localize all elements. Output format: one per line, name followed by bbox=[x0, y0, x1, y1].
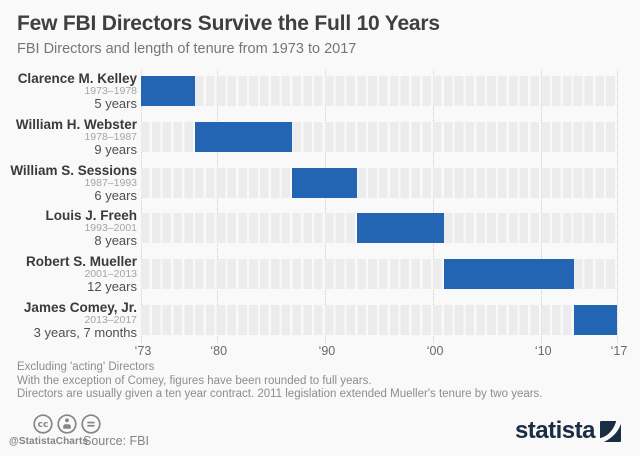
year-track bbox=[141, 76, 617, 106]
statista-logo: statista bbox=[515, 419, 621, 443]
tenure-bar bbox=[195, 121, 293, 152]
gridline bbox=[141, 70, 142, 343]
director-name: William H. Webster bbox=[15, 116, 137, 132]
director-label: James Comey, Jr. 2013–2017 3 years, 7 mo… bbox=[0, 300, 137, 341]
year-track bbox=[141, 305, 617, 335]
director-term: 1978–1987 bbox=[84, 130, 137, 143]
statista-logo-mark bbox=[600, 420, 621, 442]
statista-handle: @StatistaCharts bbox=[9, 436, 89, 447]
director-term: 1973–1978 bbox=[84, 84, 137, 97]
director-row: Robert S. Mueller 2001–2013 12 years bbox=[0, 254, 640, 293]
x-axis-tick: ‘80 bbox=[210, 344, 228, 358]
director-term: 1987–1993 bbox=[84, 176, 137, 189]
director-label: Louis J. Freeh 1993–2001 8 years bbox=[0, 208, 137, 249]
x-axis-tick: ‘10 bbox=[534, 344, 552, 358]
cc-nd-icon bbox=[81, 414, 101, 434]
chart-subtitle: FBI Directors and length of tenure from … bbox=[17, 41, 357, 57]
chart-title: Few FBI Directors Survive the Full 10 Ye… bbox=[17, 12, 440, 35]
director-term: 1993–2001 bbox=[84, 222, 137, 235]
year-track bbox=[141, 213, 617, 244]
director-name: James Comey, Jr. bbox=[23, 299, 137, 315]
director-row: James Comey, Jr. 2013–2017 3 years, 7 mo… bbox=[0, 300, 640, 339]
x-axis-tick: ‘00 bbox=[426, 344, 444, 358]
svg-text:cc: cc bbox=[38, 420, 49, 430]
director-duration: 9 years bbox=[94, 141, 137, 157]
x-axis-tick: ‘73 bbox=[134, 344, 152, 358]
gridline bbox=[216, 70, 218, 343]
gridline bbox=[617, 70, 618, 343]
director-duration: 12 years bbox=[87, 278, 137, 294]
cc-by-icon bbox=[57, 414, 77, 434]
x-axis-tick: ‘90 bbox=[318, 344, 336, 358]
year-track bbox=[141, 167, 617, 198]
director-label: William H. Webster 1978–1987 9 years bbox=[0, 117, 137, 158]
director-name: Clarence M. Kelley bbox=[17, 70, 137, 86]
gridline bbox=[324, 70, 326, 343]
cc-icon: cc bbox=[33, 414, 53, 434]
year-track bbox=[141, 121, 617, 152]
director-name: William S. Sessions bbox=[10, 162, 137, 178]
tenure-bar bbox=[443, 259, 574, 290]
director-label: Clarence M. Kelley 1973–1978 5 years bbox=[0, 71, 137, 112]
tenure-bar bbox=[292, 167, 358, 198]
gridline bbox=[541, 70, 543, 343]
director-label: Robert S. Mueller 2001–2013 12 years bbox=[0, 254, 137, 295]
statista-logo-text: statista bbox=[514, 417, 596, 444]
footnote-line: Directors are usually given a ten year c… bbox=[17, 388, 543, 400]
tenure-bar bbox=[573, 305, 617, 335]
director-name: Robert S. Mueller bbox=[25, 253, 137, 269]
source-label: Source: FBI bbox=[83, 434, 149, 448]
year-track bbox=[141, 259, 617, 290]
footnote-line: Excluding 'acting' Directors bbox=[17, 361, 155, 373]
footnotes: Excluding 'acting' Directors With the ex… bbox=[17, 361, 543, 402]
director-duration: 8 years bbox=[94, 233, 137, 249]
director-name: Louis J. Freeh bbox=[45, 208, 137, 224]
director-label: William S. Sessions 1987–1993 6 years bbox=[0, 162, 137, 203]
gridline bbox=[433, 70, 435, 343]
director-term: 2001–2013 bbox=[84, 267, 137, 280]
director-duration: 5 years bbox=[94, 95, 137, 111]
footnote-line: With the exception of Comey, figures hav… bbox=[17, 374, 372, 387]
director-row: Louis J. Freeh 1993–2001 8 years bbox=[0, 208, 640, 248]
director-duration: 3 years, 7 months bbox=[33, 324, 137, 340]
tenure-bar bbox=[141, 76, 196, 106]
license-icons: cc bbox=[33, 414, 101, 434]
director-term: 2013–2017 bbox=[84, 313, 137, 326]
director-duration: 6 years bbox=[94, 187, 137, 203]
tenure-bar bbox=[357, 213, 444, 244]
director-row: William S. Sessions 1987–1993 6 years bbox=[0, 162, 640, 202]
director-row: William H. Webster 1978–1987 9 years bbox=[0, 117, 640, 156]
x-axis-tick: ‘17 bbox=[610, 344, 628, 358]
director-row: Clarence M. Kelley 1973–1978 5 years bbox=[0, 71, 640, 110]
